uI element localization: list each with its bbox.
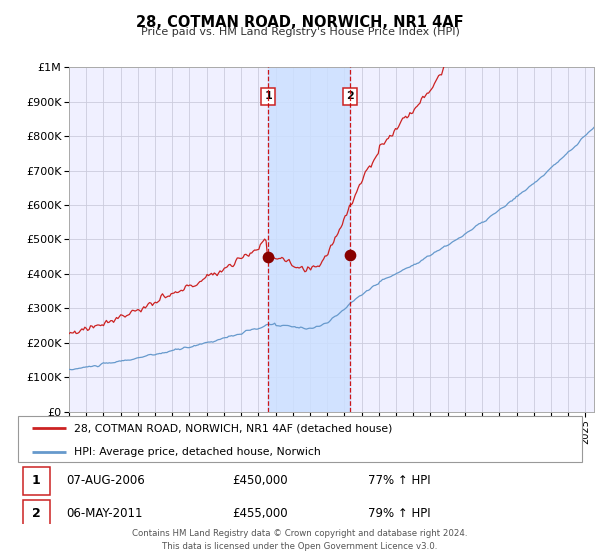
Text: £450,000: £450,000 (232, 474, 288, 487)
FancyBboxPatch shape (23, 466, 50, 494)
FancyBboxPatch shape (23, 500, 50, 528)
Text: HPI: Average price, detached house, Norwich: HPI: Average price, detached house, Norw… (74, 447, 321, 457)
Text: 79% ↑ HPI: 79% ↑ HPI (368, 507, 430, 520)
Text: 28, COTMAN ROAD, NORWICH, NR1 4AF (detached house): 28, COTMAN ROAD, NORWICH, NR1 4AF (detac… (74, 423, 393, 433)
FancyBboxPatch shape (18, 416, 582, 462)
Text: 2: 2 (346, 91, 354, 101)
Text: 06-MAY-2011: 06-MAY-2011 (66, 507, 142, 520)
Point (345, 250, 355, 259)
Text: Contains HM Land Registry data © Crown copyright and database right 2024.
This d: Contains HM Land Registry data © Crown c… (132, 529, 468, 550)
Text: Price paid vs. HM Land Registry's House Price Index (HPI): Price paid vs. HM Land Registry's House … (140, 27, 460, 37)
Text: 2: 2 (32, 507, 40, 520)
Text: 28, COTMAN ROAD, NORWICH, NR1 4AF: 28, COTMAN ROAD, NORWICH, NR1 4AF (136, 15, 464, 30)
Text: 07-AUG-2006: 07-AUG-2006 (66, 474, 145, 487)
Text: 1: 1 (32, 474, 40, 487)
Point (263, 252, 273, 261)
Text: 77% ↑ HPI: 77% ↑ HPI (368, 474, 430, 487)
Text: £455,000: £455,000 (232, 507, 288, 520)
Text: 1: 1 (265, 91, 272, 101)
Bar (268, 67, 350, 412)
